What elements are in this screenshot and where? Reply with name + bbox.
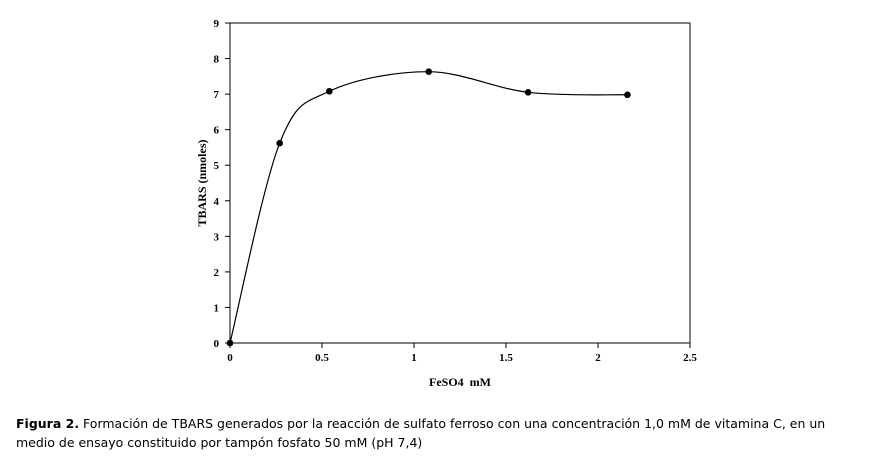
y-tick-label: 5 <box>214 160 220 172</box>
figure-caption: Figura 2. Formación de TBARS generados p… <box>16 414 866 452</box>
y-axis-label: TBARS (nmoles) <box>195 139 209 226</box>
y-tick-label: 8 <box>214 54 220 66</box>
chart: 0 1 2 3 4 5 6 7 8 9 0 0.5 1 1.5 2 2.5 TBARS (nmoles) F… <box>195 18 697 389</box>
data-point <box>524 89 532 96</box>
y-tick-label: 0 <box>214 338 220 350</box>
data-point <box>276 139 283 147</box>
x-tick-label: 2 <box>595 352 601 364</box>
y-tick-label: 2 <box>214 267 220 279</box>
x-axis-ticks: 0 0.5 1 1.5 2 2.5 <box>227 343 697 364</box>
data-point <box>425 68 433 76</box>
data-point <box>624 91 631 99</box>
y-tick-label: 6 <box>214 125 220 137</box>
y-tick-label: 4 <box>214 196 220 208</box>
x-axis-label: FeSO4 mM <box>429 375 491 389</box>
data-point <box>326 87 333 95</box>
plot-area-frame <box>229 22 691 344</box>
x-tick-label: 0.5 <box>315 352 329 364</box>
x-tick-label: 0 <box>227 352 233 364</box>
y-tick-label: 9 <box>214 18 220 30</box>
y-axis-ticks: 0 1 2 3 4 5 6 7 8 9 <box>214 18 230 350</box>
caption-label: Figura 2. <box>16 416 80 431</box>
caption-text: Formación de TBARS generados por la reac… <box>16 416 826 450</box>
data-points <box>226 68 631 347</box>
y-tick-label: 3 <box>214 231 220 243</box>
x-tick-label: 1.5 <box>499 352 513 364</box>
x-tick-label: 2.5 <box>683 352 697 364</box>
x-tick-label: 1 <box>411 352 417 364</box>
data-point <box>226 339 234 347</box>
y-tick-label: 1 <box>214 302 220 314</box>
series-line-tbars <box>229 71 628 344</box>
y-tick-label: 7 <box>214 89 220 101</box>
